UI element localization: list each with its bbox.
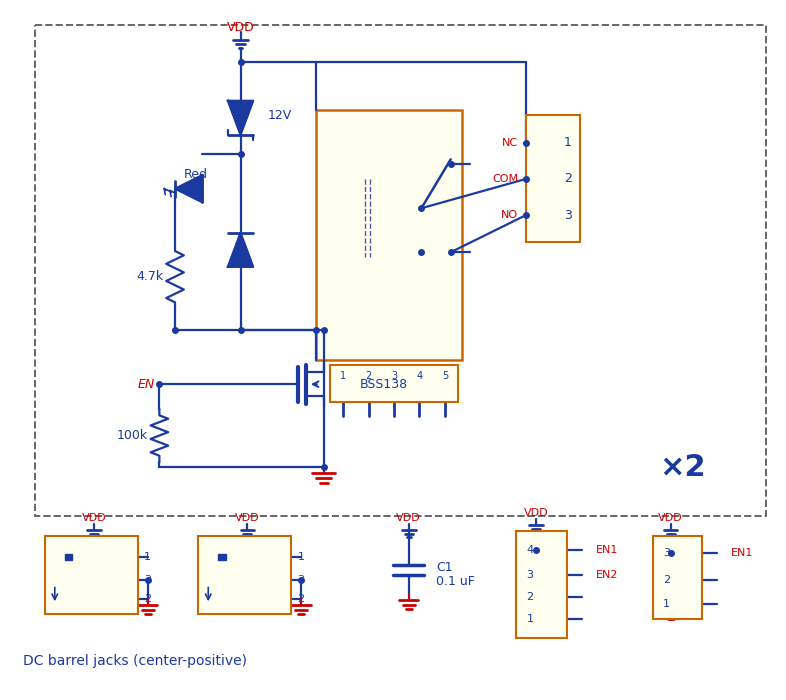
Text: C1: C1 xyxy=(436,561,453,575)
Bar xyxy=(64,554,72,560)
Bar xyxy=(45,536,138,614)
Bar xyxy=(316,111,462,360)
Text: EN1: EN1 xyxy=(731,548,754,559)
Text: NC: NC xyxy=(502,138,518,148)
Text: Red: Red xyxy=(184,167,208,181)
Text: 2: 2 xyxy=(527,592,534,602)
Bar xyxy=(199,536,292,614)
Text: VDD: VDD xyxy=(523,508,548,518)
Text: 2: 2 xyxy=(144,594,151,604)
Text: 3: 3 xyxy=(663,548,670,559)
Text: VDD: VDD xyxy=(396,513,421,523)
Text: 1: 1 xyxy=(527,614,534,624)
Text: 5: 5 xyxy=(442,372,448,382)
Text: 3: 3 xyxy=(564,209,572,222)
Text: 2: 2 xyxy=(663,575,670,584)
Polygon shape xyxy=(228,232,253,267)
Polygon shape xyxy=(228,101,253,135)
Text: 2: 2 xyxy=(365,372,372,382)
Text: 4: 4 xyxy=(417,372,423,382)
Text: DC barrel jacks (center-positive): DC barrel jacks (center-positive) xyxy=(23,654,247,668)
Bar xyxy=(218,554,226,560)
Text: BSS138: BSS138 xyxy=(360,378,408,391)
Text: 1: 1 xyxy=(298,552,305,562)
Text: 1: 1 xyxy=(564,136,572,149)
Bar xyxy=(516,531,567,638)
Text: 4: 4 xyxy=(527,545,534,555)
Text: 12V: 12V xyxy=(268,109,292,122)
Text: 3: 3 xyxy=(144,575,151,584)
Text: 1: 1 xyxy=(144,552,151,562)
Text: EN: EN xyxy=(138,378,155,391)
Text: COM: COM xyxy=(492,174,518,184)
Bar xyxy=(330,365,457,402)
Text: 3: 3 xyxy=(298,575,305,584)
Text: 4.7k: 4.7k xyxy=(136,270,163,284)
Text: ×2: ×2 xyxy=(659,453,706,482)
Bar xyxy=(526,116,580,242)
Text: VDD: VDD xyxy=(226,21,255,34)
Text: VDD: VDD xyxy=(235,513,259,523)
Text: EN2: EN2 xyxy=(597,570,619,580)
Text: NO: NO xyxy=(501,210,518,220)
Text: EN1: EN1 xyxy=(597,545,619,555)
Text: 1: 1 xyxy=(663,599,670,609)
Text: 1: 1 xyxy=(340,372,346,382)
Text: 0.1 uF: 0.1 uF xyxy=(436,575,475,588)
Text: VDD: VDD xyxy=(659,513,683,523)
Text: 2: 2 xyxy=(298,594,305,604)
Text: 100k: 100k xyxy=(116,428,148,442)
Bar xyxy=(653,536,702,619)
Text: 2: 2 xyxy=(564,172,572,186)
Bar xyxy=(35,25,766,516)
Text: VDD: VDD xyxy=(82,513,106,523)
Text: 3: 3 xyxy=(391,372,397,382)
Polygon shape xyxy=(175,175,202,202)
Text: 3: 3 xyxy=(527,570,534,580)
